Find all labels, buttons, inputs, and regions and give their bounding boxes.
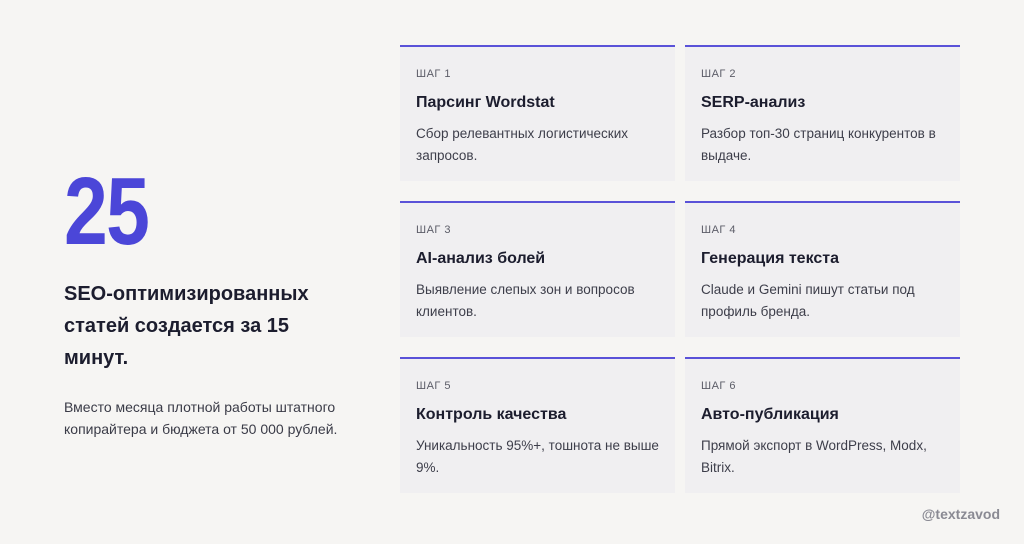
step-label: ШАГ 1 — [416, 68, 452, 80]
author-handle: @textzavod — [921, 506, 1000, 522]
hero-subtext: Вместо месяца плотной работы штатного ко… — [64, 399, 338, 437]
step-card-3: ШАГ 3 AI-анализ болей Выявление слепых з… — [400, 201, 675, 337]
step-label: ШАГ 4 — [701, 224, 737, 236]
step-description: Выявление слепых зон и вопросов клиентов… — [416, 282, 635, 319]
step-label: ШАГ 6 — [701, 380, 737, 392]
hero-section: 25 SEO-оптимизированных статей создается… — [64, 164, 364, 440]
step-title: Контроль качества — [416, 406, 567, 423]
step-description: Прямой экспорт в WordPress, Modx, Bitrix… — [701, 438, 927, 475]
step-card-5: ШАГ 5 Контроль качества Уникальность 95%… — [400, 357, 675, 493]
step-description: Claude и Gemini пишут статьи под профиль… — [701, 282, 915, 319]
step-label: ШАГ 5 — [416, 380, 452, 392]
step-description: Сбор релевантных логистических запросов. — [416, 126, 628, 163]
step-card-6: ШАГ 6 Авто-публикация Прямой экспорт в W… — [685, 357, 960, 493]
hero-headline: SEO-оптимизированных статей создается за… — [64, 283, 309, 369]
step-label: ШАГ 2 — [701, 68, 737, 80]
step-description: Уникальность 95%+, тошнота не выше 9%. — [416, 438, 659, 475]
hero-number: 25 — [64, 158, 150, 265]
step-title: AI-анализ болей — [416, 250, 546, 267]
step-title: Парсинг Wordstat — [416, 94, 555, 111]
step-label: ШАГ 3 — [416, 224, 452, 236]
step-card-1: ШАГ 1 Парсинг Wordstat Сбор релевантных … — [400, 45, 675, 181]
step-title: SERP-анализ — [701, 94, 806, 111]
steps-grid: ШАГ 1 Парсинг Wordstat Сбор релевантных … — [400, 45, 960, 493]
step-title: Авто-публикация — [701, 406, 839, 423]
step-title: Генерация текста — [701, 250, 840, 267]
step-card-4: ШАГ 4 Генерация текста Claude и Gemini п… — [685, 201, 960, 337]
step-description: Разбор топ-30 страниц конкурентов в выда… — [701, 126, 936, 163]
step-card-2: ШАГ 2 SERP-анализ Разбор топ-30 страниц … — [685, 45, 960, 181]
